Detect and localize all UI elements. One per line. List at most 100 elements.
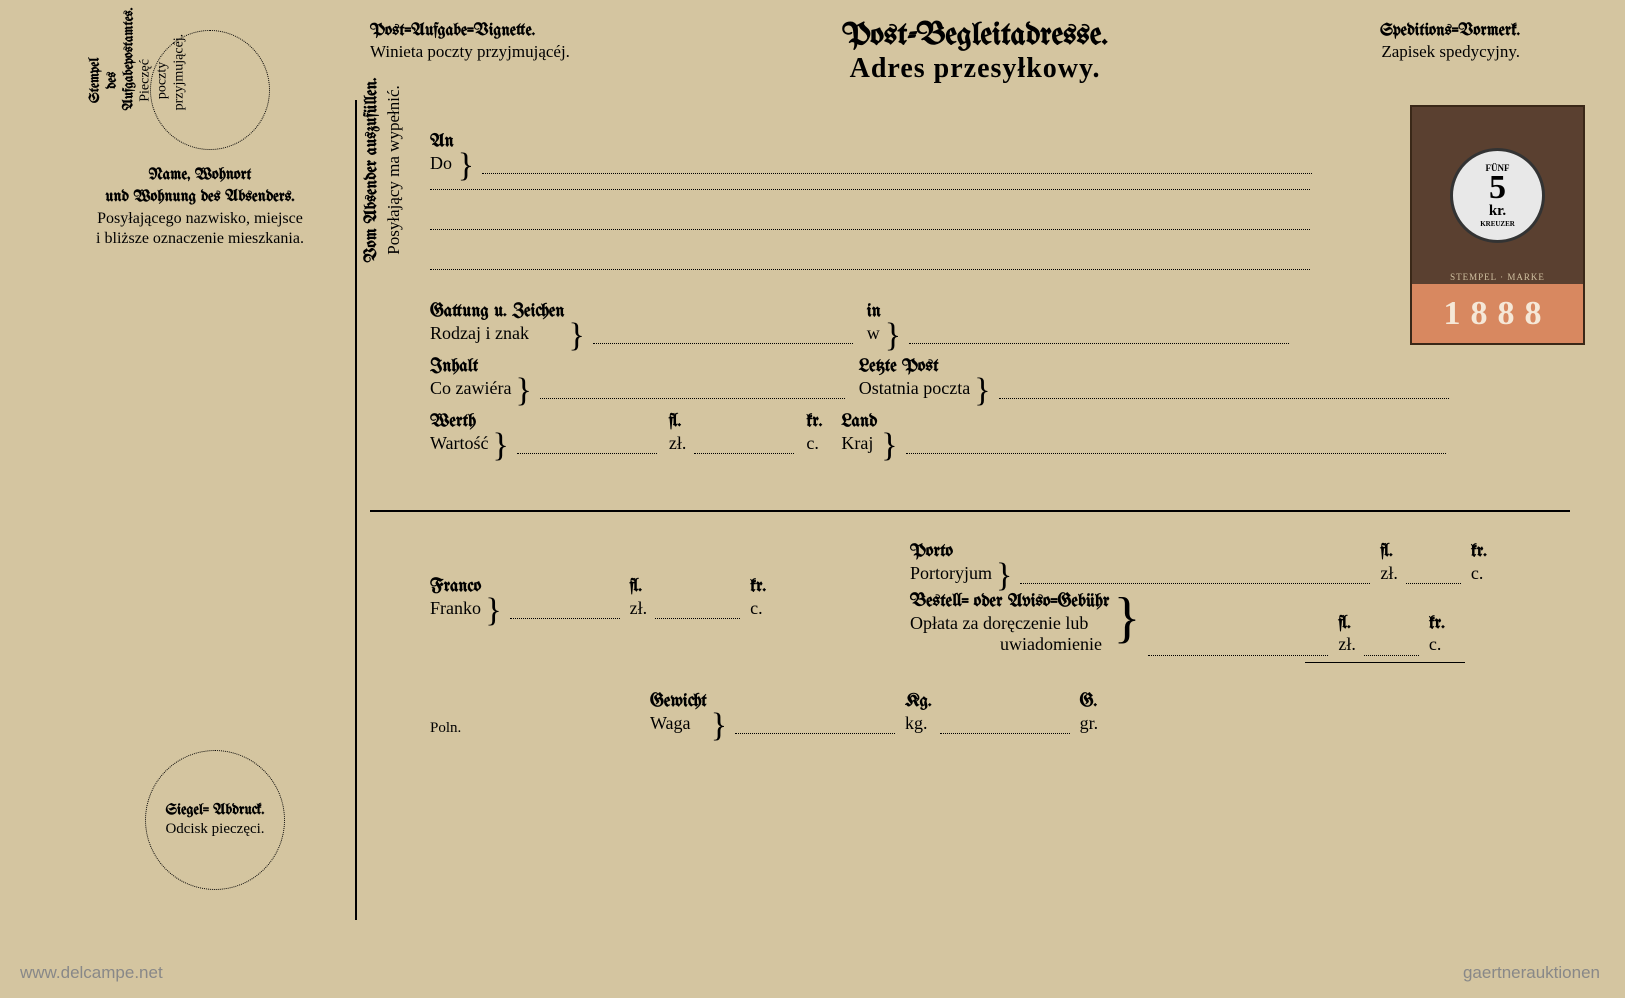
fill-label: Vom Absender auszufüllen. Posyłający ma …: [360, 40, 405, 300]
gewicht-line2: [940, 714, 1070, 734]
bestell-line2: [1364, 636, 1419, 656]
gattung-pl: Rodzaj i znak: [430, 323, 529, 343]
stamp-value: 5: [1489, 173, 1506, 204]
in-pl: w: [867, 323, 880, 343]
row-franco: Franco Franko } fl. zł. kr. c.: [430, 575, 766, 619]
seal-circle: Siegel= Abdruck. Odcisk pieczęci.: [145, 750, 285, 890]
seal-pl: Odcisk pieczęci.: [165, 821, 264, 837]
bestell-pl1: Opłata za doręczenie lub: [910, 613, 1088, 633]
stamp-unit: kr.: [1489, 203, 1506, 220]
land-de: Land: [841, 412, 877, 431]
title-de: Post-Begleitadresse.: [842, 20, 1108, 53]
vignette-de: Post=Aufgabe=Vignette.: [370, 23, 535, 40]
c1: c.: [806, 433, 819, 453]
inhalt-line: [540, 379, 845, 399]
g-de: G.: [1080, 692, 1097, 711]
land-pl: Kraj: [841, 433, 873, 453]
franco-de: Franco: [430, 577, 481, 596]
land-line: [906, 434, 1446, 454]
fl-b: fl.: [1338, 614, 1350, 633]
bestell-underline: [1305, 662, 1465, 663]
inhalt-pl: Co zawiéra: [430, 378, 511, 398]
porto-pl: Portoryjum: [910, 563, 992, 583]
spedition-pl: Zapisek spedycyjny.: [1381, 42, 1520, 61]
postal-form-page: Stempel des Aufgabepostamtes. Pieczęć po…: [0, 0, 1625, 998]
kr-p: kr.: [1471, 542, 1487, 561]
werth-de: Werth: [430, 412, 476, 431]
sender-info-block: Name, Wohnort und Wohnung des Absenders.…: [40, 165, 360, 250]
porto-line1: [1020, 564, 1370, 584]
franco-pl: Franko: [430, 598, 481, 618]
revenue-stamp: FÜNF 5 kr. KREUZER STEMPEL · MARKE 1888: [1410, 105, 1585, 345]
bestell-line1: [1148, 636, 1328, 656]
stamp-label-de: Stempel des Aufgabepostamtes.: [88, 8, 137, 111]
sender-pl2: i bliższe oznaczenie mieszkania.: [96, 230, 304, 247]
spedition-label: Speditions=Vormerk. Zapisek spedycyjny.: [1380, 20, 1520, 85]
gewicht-pl: Waga: [650, 713, 691, 733]
vertical-divider: [355, 100, 357, 920]
porto-line2: [1406, 564, 1461, 584]
gewicht-de: Gewicht: [650, 692, 707, 711]
watermark-right: gaertnerauktionen: [1463, 963, 1600, 983]
stamp-center: FÜNF 5 kr. KREUZER: [1450, 148, 1545, 243]
fl-p: fl.: [1380, 542, 1392, 561]
bestell-pl2: uwiadomienie: [1000, 634, 1102, 654]
title-pl: Adres przesyłkowy.: [842, 53, 1108, 85]
franco-line2: [655, 599, 740, 619]
letzte-line: [999, 379, 1449, 399]
kr-b: kr.: [1429, 614, 1445, 633]
horizontal-divider: [370, 510, 1570, 512]
watermark-left: www.delcampe.net: [20, 963, 163, 983]
letzte-pl: Ostatnia poczta: [859, 378, 970, 398]
row-inhalt: Inhalt Co zawiéra } Letzte Post Ostatnia…: [430, 355, 1530, 410]
receiving-stamp-circle: [150, 30, 270, 150]
kg-de: Kg.: [905, 692, 932, 711]
gattung-line: [593, 324, 853, 344]
an-line3: [430, 210, 1310, 230]
werth-line2: [694, 434, 794, 454]
gattung-de: Gattung u. Zeichen: [430, 302, 564, 321]
kg-pl: kg.: [905, 713, 928, 733]
spedition-de: Speditions=Vormerk.: [1380, 23, 1520, 40]
c-f: c.: [750, 598, 763, 618]
c-p: c.: [1471, 563, 1484, 583]
row-gattung: Gattung u. Zeichen Rodzaj i znak } in w …: [430, 300, 1530, 355]
seal-de: Siegel= Abdruck.: [166, 802, 265, 818]
header-row: Post=Aufgabe=Vignette. Winieta poczty pr…: [370, 20, 1570, 85]
title-block: Post-Begleitadresse. Adres przesyłkowy.: [842, 20, 1108, 85]
zl-b: zł.: [1338, 634, 1356, 654]
upper-form: An Do } Gattung u. Zeichen Rodzaj i znak…: [430, 130, 1530, 460]
g-pl: gr.: [1080, 713, 1099, 733]
stamp-inner: FÜNF 5 kr. KREUZER STEMPEL · MARKE: [1412, 107, 1583, 284]
row-bestell: Bestell= oder Aviso=Gebühr Opłata za dor…: [910, 590, 1445, 656]
sender-de1: Name, Wohnort: [149, 167, 252, 184]
fill-de: Vom Absender auszufüllen.: [364, 78, 381, 263]
an-line4: [430, 250, 1310, 270]
poln-label: Poln.: [430, 720, 461, 737]
row-an: An Do }: [430, 130, 1530, 170]
kr1: kr.: [806, 412, 822, 431]
fill-pl: Posyłający ma wypełnić.: [384, 85, 403, 255]
row-werth: Werth Wartość } fl. zł. kr. c. Land Kraj: [430, 410, 1530, 460]
an-line2: [430, 170, 1310, 190]
stamp-year: 1888: [1412, 284, 1583, 343]
in-de: in: [867, 302, 881, 321]
fl1: fl.: [669, 412, 681, 431]
kr-f: kr.: [750, 577, 766, 596]
main-area: Post=Aufgabe=Vignette. Winieta poczty pr…: [370, 20, 1570, 85]
stamp-marke: STEMPEL · MARKE: [1412, 272, 1583, 282]
zl1: zł.: [669, 433, 687, 453]
sender-pl1: Posyłającego nazwisko, miejsce: [97, 210, 303, 227]
an-de: An: [430, 132, 454, 151]
werth-line1: [517, 434, 657, 454]
gewicht-line1: [735, 714, 895, 734]
werth-pl: Wartość: [430, 433, 489, 453]
zl-f: zł.: [630, 598, 648, 618]
fl-f: fl.: [630, 577, 642, 596]
in-line: [909, 324, 1289, 344]
inhalt-de: Inhalt: [430, 357, 478, 376]
bestell-de: Bestell= oder Aviso=Gebühr: [910, 592, 1109, 611]
franco-line1: [510, 599, 620, 619]
zl-p: zł.: [1380, 563, 1398, 583]
stamp-kreuzer: KREUZER: [1480, 220, 1515, 228]
